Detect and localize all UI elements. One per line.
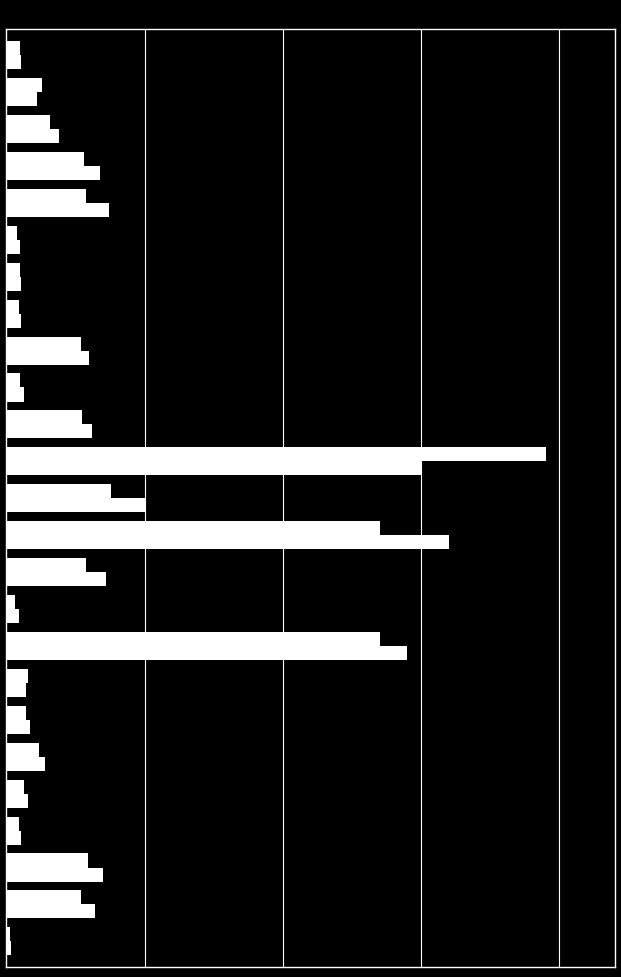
Bar [6, 927, 11, 942]
Bar [6, 276, 21, 291]
Bar [6, 573, 106, 586]
Bar [6, 92, 37, 106]
Bar [6, 558, 86, 573]
Bar [6, 942, 11, 956]
Bar [6, 239, 20, 254]
Bar [6, 595, 14, 609]
Bar [6, 373, 20, 388]
Bar [6, 743, 39, 757]
Bar [6, 78, 42, 92]
Bar [6, 817, 19, 830]
Bar [6, 263, 20, 276]
Bar [6, 336, 81, 351]
Bar [6, 300, 19, 314]
Bar [6, 521, 379, 535]
Bar [6, 683, 25, 697]
Bar [6, 646, 407, 660]
Bar [6, 129, 59, 143]
Bar [6, 55, 21, 69]
Bar [6, 388, 24, 402]
Bar [6, 609, 19, 623]
Bar [6, 868, 103, 881]
Bar [6, 780, 24, 793]
Bar [6, 793, 29, 808]
Bar [6, 166, 100, 180]
Bar [6, 498, 145, 512]
Bar [6, 905, 95, 918]
Bar [6, 314, 21, 327]
Bar [6, 115, 50, 129]
Bar [6, 632, 379, 646]
Bar [6, 669, 29, 683]
Bar [6, 854, 88, 868]
Bar [6, 189, 86, 203]
Bar [6, 890, 81, 905]
Bar [6, 151, 84, 166]
Bar [6, 410, 82, 424]
Bar [6, 535, 449, 549]
Bar [6, 830, 21, 845]
Bar [6, 461, 421, 476]
Bar [6, 720, 30, 734]
Bar [6, 447, 546, 461]
Bar [6, 226, 17, 239]
Bar [6, 485, 111, 498]
Bar [6, 41, 20, 55]
Bar [6, 757, 45, 771]
Bar [6, 424, 92, 439]
Bar [6, 203, 109, 217]
Bar [6, 705, 25, 720]
Bar [6, 351, 89, 364]
